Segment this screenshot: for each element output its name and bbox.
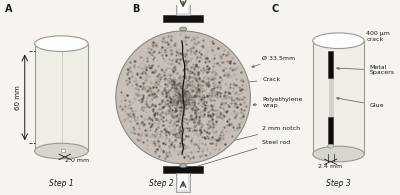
Text: B: B bbox=[132, 4, 139, 14]
Bar bbox=[313, 41, 364, 154]
Bar bbox=[328, 51, 333, 78]
Text: Steel rod: Steel rod bbox=[186, 140, 290, 170]
Ellipse shape bbox=[35, 36, 88, 51]
Text: 2 mm notch: 2 mm notch bbox=[192, 126, 300, 152]
Bar bbox=[329, 78, 332, 117]
Bar bbox=[328, 117, 333, 144]
Text: Glue: Glue bbox=[336, 97, 384, 108]
Ellipse shape bbox=[313, 33, 364, 49]
Bar bbox=[178, 0, 188, 13]
Bar bbox=[35, 44, 88, 151]
Text: 400 μm
crack: 400 μm crack bbox=[334, 31, 390, 46]
Ellipse shape bbox=[180, 164, 186, 168]
Text: 2.4 mm: 2.4 mm bbox=[318, 164, 343, 169]
Text: Step 2: Step 2 bbox=[149, 179, 174, 188]
Text: Polyethylene
wrap: Polyethylene wrap bbox=[253, 97, 303, 108]
Text: Metal
Spacers: Metal Spacers bbox=[337, 65, 394, 75]
Ellipse shape bbox=[328, 144, 334, 148]
Ellipse shape bbox=[35, 143, 88, 159]
Text: 2.0 mm: 2.0 mm bbox=[65, 158, 90, 163]
Ellipse shape bbox=[116, 31, 250, 164]
Ellipse shape bbox=[180, 27, 186, 31]
Text: Step 1: Step 1 bbox=[49, 179, 74, 188]
Text: Step 3: Step 3 bbox=[326, 179, 351, 188]
Text: Crack: Crack bbox=[189, 77, 280, 88]
Ellipse shape bbox=[313, 146, 364, 162]
Text: A: A bbox=[5, 4, 12, 14]
Bar bbox=[61, 149, 65, 152]
Bar bbox=[163, 15, 203, 22]
Text: 60 mm: 60 mm bbox=[15, 85, 21, 110]
Text: C: C bbox=[271, 4, 278, 14]
Bar bbox=[178, 175, 188, 190]
Bar bbox=[176, 0, 190, 15]
Text: Ø 33.5mm: Ø 33.5mm bbox=[252, 56, 296, 67]
Bar bbox=[176, 173, 190, 192]
Bar bbox=[163, 166, 203, 173]
